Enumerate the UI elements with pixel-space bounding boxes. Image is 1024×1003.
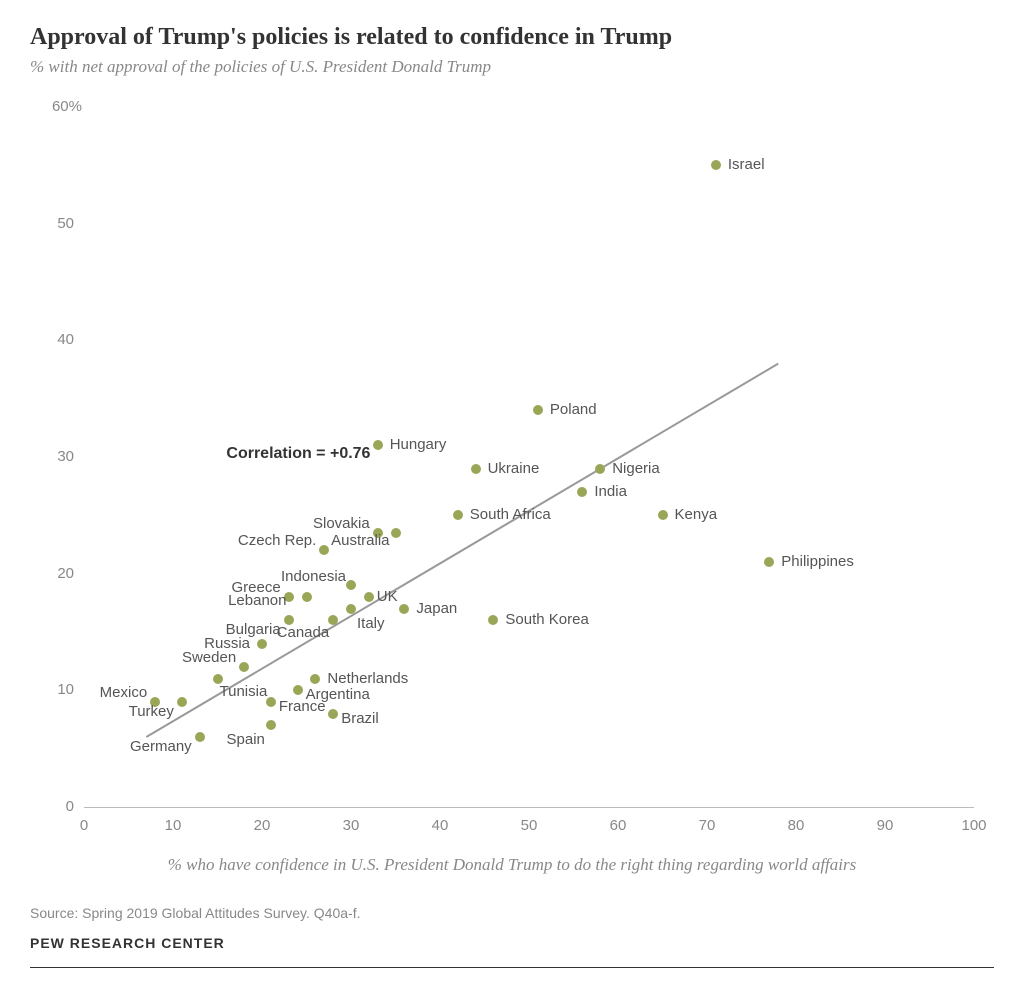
data-point-label: Czech Rep. <box>206 532 316 549</box>
data-point-label: Slovakia <box>260 515 370 532</box>
data-point <box>195 732 205 742</box>
scatter-chart: 0102030405060%0102030405060708090100Corr… <box>34 87 994 847</box>
data-point <box>711 160 721 170</box>
data-point-label: Philippines <box>781 553 854 570</box>
attribution-text: PEW RESEARCH CENTER <box>30 935 994 951</box>
data-point <box>533 405 543 415</box>
data-point <box>328 615 338 625</box>
data-point <box>453 510 463 520</box>
data-point <box>293 685 303 695</box>
data-point <box>577 487 587 497</box>
data-point <box>266 697 276 707</box>
data-point <box>239 662 249 672</box>
x-tick: 90 <box>870 817 900 834</box>
y-tick: 40 <box>34 331 74 348</box>
data-point-label: Nigeria <box>612 460 660 477</box>
x-tick: 70 <box>692 817 722 834</box>
data-point <box>310 674 320 684</box>
data-point <box>391 528 401 538</box>
data-point-label: Mexico <box>37 684 147 701</box>
data-point-label: Japan <box>416 600 457 617</box>
data-point-label: South Africa <box>470 506 551 523</box>
y-tick: 30 <box>34 448 74 465</box>
y-tick: 0 <box>34 798 74 815</box>
data-point-label: South Korea <box>505 611 588 628</box>
chart-subtitle: % with net approval of the policies of U… <box>30 57 994 77</box>
source-text: Source: Spring 2019 Global Attitudes Sur… <box>30 905 994 921</box>
x-axis-title: % who have confidence in U.S. President … <box>30 855 994 875</box>
data-point <box>364 592 374 602</box>
x-tick: 80 <box>781 817 811 834</box>
x-axis-baseline <box>84 807 974 808</box>
data-point-label: Germany <box>82 738 192 755</box>
data-point <box>257 639 267 649</box>
x-tick: 20 <box>247 817 277 834</box>
data-point <box>471 464 481 474</box>
data-point-label: Turkey <box>64 703 174 720</box>
data-point <box>346 604 356 614</box>
data-point <box>764 557 774 567</box>
data-point-label: Netherlands <box>327 670 408 687</box>
data-point-label: Brazil <box>341 710 379 727</box>
data-point-label: Tunisia <box>220 683 268 700</box>
x-tick: 50 <box>514 817 544 834</box>
data-point-label: Israel <box>728 156 765 173</box>
x-tick: 100 <box>959 817 989 834</box>
data-point <box>373 440 383 450</box>
data-point-label: Italy <box>357 615 385 632</box>
data-point-label: Lebanon <box>177 592 287 609</box>
data-point <box>346 580 356 590</box>
data-point-label: UK <box>377 588 398 605</box>
data-point-label: Kenya <box>675 506 718 523</box>
data-point <box>328 709 338 719</box>
data-point-label: France <box>279 698 326 715</box>
x-tick: 0 <box>69 817 99 834</box>
chart-title: Approval of Trump's policies is related … <box>30 24 994 51</box>
y-tick: 20 <box>34 565 74 582</box>
data-point-label: Ukraine <box>488 460 540 477</box>
data-point <box>658 510 668 520</box>
y-tick: 50 <box>34 215 74 232</box>
data-point <box>488 615 498 625</box>
data-point <box>595 464 605 474</box>
x-tick: 60 <box>603 817 633 834</box>
y-tick: 60% <box>34 98 82 115</box>
data-point <box>266 720 276 730</box>
data-point <box>177 697 187 707</box>
correlation-label: Correlation = +0.76 <box>226 445 370 463</box>
data-point-label: India <box>594 483 627 500</box>
data-point-label: Hungary <box>390 436 447 453</box>
data-point <box>319 545 329 555</box>
data-point <box>302 592 312 602</box>
data-point-label: Sweden <box>126 649 236 666</box>
x-tick: 40 <box>425 817 455 834</box>
x-tick: 30 <box>336 817 366 834</box>
data-point <box>399 604 409 614</box>
data-point-label: Poland <box>550 401 597 418</box>
x-tick: 10 <box>158 817 188 834</box>
